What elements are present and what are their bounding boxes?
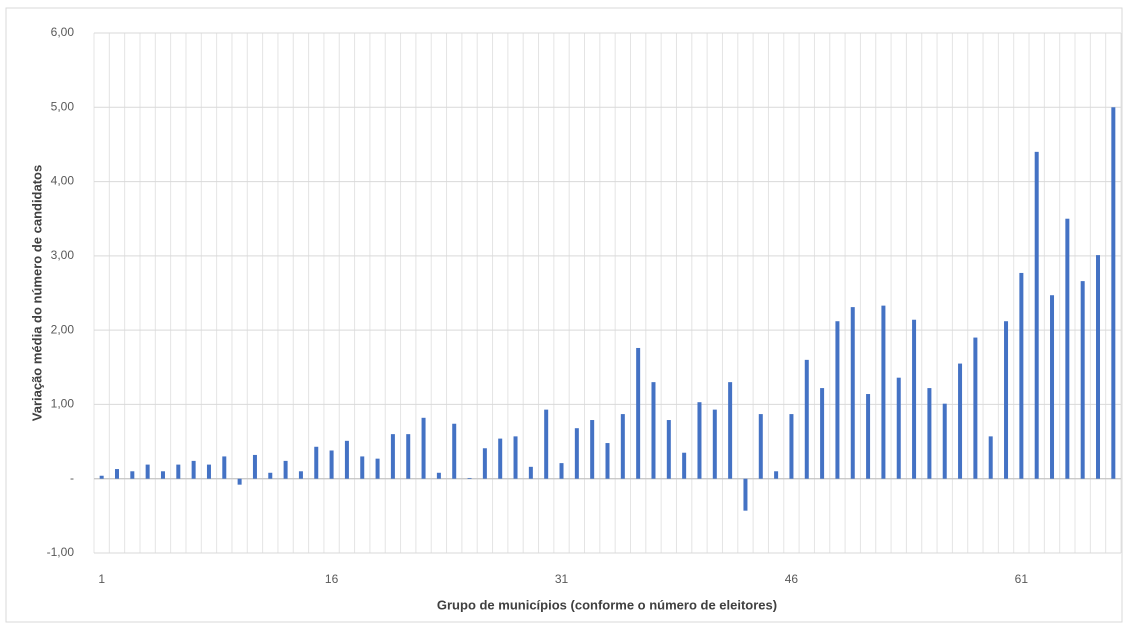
bar: [452, 423, 457, 479]
y-tick-label: 6,00: [51, 25, 75, 39]
bar: [298, 471, 303, 479]
bar: [666, 420, 671, 479]
bar: [927, 388, 932, 479]
bar: [252, 454, 257, 479]
bar: [191, 460, 196, 479]
x-tick-label: 61: [1015, 572, 1029, 586]
bar: [574, 428, 579, 479]
bar: [651, 382, 656, 479]
bar: [314, 446, 319, 479]
bar: [114, 469, 119, 479]
bar: [99, 475, 104, 479]
bar: [620, 414, 625, 479]
bar: [728, 382, 733, 479]
bar: [559, 463, 564, 479]
bar: [820, 388, 825, 479]
bar: [145, 464, 150, 479]
bar: [360, 456, 365, 479]
bar: [712, 409, 717, 479]
bar: [1111, 107, 1116, 479]
bar: [375, 458, 380, 479]
bar: [942, 403, 947, 479]
x-tick-label: 16: [325, 572, 339, 586]
bar: [237, 478, 242, 485]
bar: [835, 321, 840, 479]
bar: [1050, 295, 1055, 479]
x-axis-title: Grupo de municípios (conforme o número d…: [437, 597, 777, 612]
bar: [774, 471, 779, 479]
bar: [544, 409, 549, 479]
bar: [1004, 321, 1009, 479]
y-tick-label: 1,00: [51, 397, 75, 411]
bar: [390, 434, 395, 479]
y-tick-label: 2,00: [51, 322, 75, 336]
bar: [498, 438, 503, 479]
bar: [1019, 272, 1024, 479]
bar: [283, 460, 288, 479]
bar: [130, 471, 135, 479]
bar: [988, 436, 993, 479]
bar: [1080, 281, 1085, 479]
x-tick-label: 31: [555, 572, 569, 586]
bar: [682, 452, 687, 479]
bar: [804, 359, 809, 479]
x-tick-label: 46: [785, 572, 799, 586]
bar: [866, 394, 871, 479]
bar: [176, 464, 181, 479]
bar: [206, 464, 211, 479]
bar: [881, 305, 886, 479]
y-tick-label: -: [70, 471, 74, 485]
bar: [160, 471, 165, 479]
bar: [222, 456, 227, 479]
bar: [590, 420, 595, 479]
x-tick-label: 1: [98, 572, 105, 586]
bar: [636, 347, 641, 479]
bar: [329, 450, 334, 479]
bar: [467, 477, 472, 479]
bar: [958, 363, 963, 479]
y-tick-label: 5,00: [51, 99, 75, 113]
y-tick-label: 4,00: [51, 174, 75, 188]
y-axis-title: Variação média do número de candidatos: [29, 165, 44, 421]
chart-border: [5, 7, 1123, 623]
bar: [973, 337, 978, 479]
bar: [344, 440, 349, 479]
bar: [743, 478, 748, 511]
bar: [758, 414, 763, 479]
bar: [268, 472, 273, 479]
bar: [697, 402, 702, 479]
bar: [528, 466, 533, 479]
bar: [896, 377, 901, 479]
bar: [1034, 151, 1039, 479]
bar: [1065, 218, 1070, 479]
bar: [605, 443, 610, 479]
bar: [421, 417, 426, 479]
y-tick-label: 3,00: [51, 248, 75, 262]
bar: [912, 319, 917, 479]
bar: [436, 472, 441, 479]
bar: [406, 434, 411, 479]
bar: [482, 448, 487, 479]
y-tick-label: -1,00: [47, 545, 75, 559]
bar: [513, 436, 518, 479]
bar: [850, 307, 855, 479]
bar: [789, 414, 794, 479]
bar: [1096, 255, 1101, 479]
